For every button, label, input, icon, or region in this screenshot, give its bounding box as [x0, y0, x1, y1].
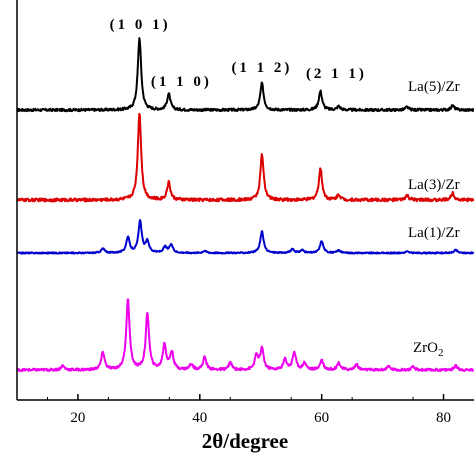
peak-label-1: (1 0 1): [110, 17, 171, 33]
series-line-1: [16, 37, 474, 113]
x-tick-label-3: 60: [314, 410, 329, 426]
series-labels: La(5)/Zr La(3)/Zr La(1)/Zr ZrO2: [408, 79, 460, 359]
x-tick-label-2: 40: [192, 410, 207, 426]
peak-annotations: (1 0 1) (1 1 0) (1 1 2) (2 1 1): [110, 17, 367, 90]
series-label-2: La(3)/Zr: [408, 177, 460, 193]
x-tick-label-1: 20: [70, 410, 85, 426]
series-label-4: ZrO2: [413, 340, 444, 359]
x-axis-title: 2θ/degree: [202, 429, 288, 453]
x-axis-ticks: 20 40 60 80: [46, 394, 451, 426]
peak-label-2: (1 1 0): [151, 74, 212, 90]
peak-label-3: (1 1 2): [231, 60, 292, 76]
series-label-1: La(5)/Zr: [408, 79, 460, 95]
series-line-4: [16, 298, 474, 373]
peak-label-4: (2 1 1): [306, 66, 367, 82]
series-line-3: [16, 219, 474, 255]
series-label-3: La(1)/Zr: [408, 225, 460, 241]
x-tick-label-4: 80: [436, 410, 451, 426]
series-line-2: [16, 112, 474, 203]
series-layer: [16, 37, 474, 373]
